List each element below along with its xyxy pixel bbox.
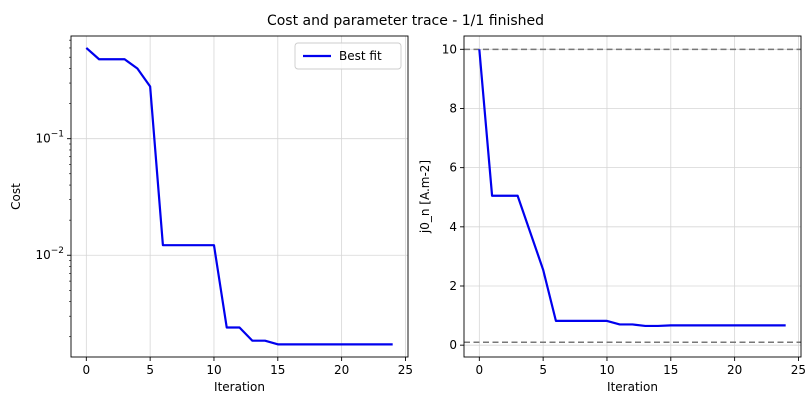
- y-tick-label: 10−1: [35, 130, 64, 146]
- y-axis-label: j0_n [A.m-2]: [418, 160, 432, 234]
- x-tick-label: 20: [727, 363, 742, 377]
- x-tick-label: 20: [334, 363, 349, 377]
- x-tick-label: 10: [206, 363, 221, 377]
- y-tick-label: 0: [449, 338, 457, 352]
- x-axis-label: Iteration: [607, 380, 658, 394]
- x-tick-label: 15: [270, 363, 285, 377]
- legend-label: Best fit: [339, 49, 382, 63]
- series-line: [85, 47, 393, 346]
- x-tick-label: 10: [599, 363, 614, 377]
- y-tick-label: 4: [449, 220, 457, 234]
- x-tick-label: 25: [398, 363, 413, 377]
- y-tick-label: 10: [442, 42, 457, 56]
- y-tick-label: 10−2: [35, 246, 64, 262]
- x-axis-label: Iteration: [214, 380, 265, 394]
- x-tick-label: 5: [539, 363, 547, 377]
- x-tick-label: 0: [475, 363, 483, 377]
- series-line: [478, 49, 786, 328]
- y-tick-label: 6: [449, 161, 457, 175]
- legend-box: [294, 42, 402, 70]
- x-tick-label: 0: [82, 363, 90, 377]
- axes-frame: [463, 35, 802, 358]
- x-tick-label: 5: [146, 363, 154, 377]
- parameter-chart: 0 5 10 15 20 25 0 2 4 6 8 10 Iteration j0_n [A.m-2]: [418, 35, 806, 394]
- x-tick-label: 25: [791, 363, 806, 377]
- y-tick-label: 8: [449, 101, 457, 115]
- figure-title: Cost and parameter trace - 1/1 finished: [267, 13, 544, 29]
- cost-chart: 0 5 10 15 20 25 10−1 10−2 Iteration Cost Best fit: [9, 35, 413, 394]
- x-tick-label: 15: [663, 363, 678, 377]
- y-axis-label: Cost: [9, 183, 23, 210]
- axes-frame: [70, 35, 409, 358]
- y-tick-label: 2: [449, 279, 457, 293]
